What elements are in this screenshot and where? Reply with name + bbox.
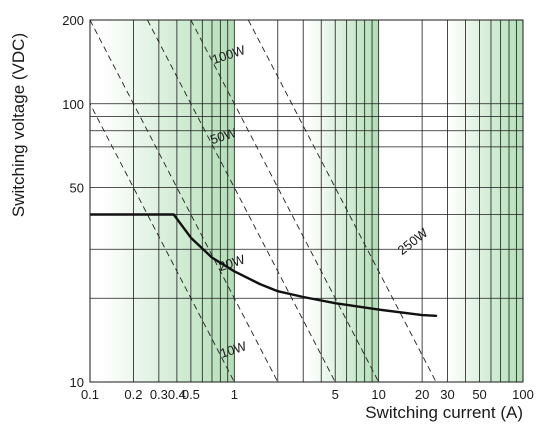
power-line-20w <box>90 20 279 382</box>
shaded-band-2 <box>447 20 523 382</box>
plot-frame <box>89 19 524 383</box>
power-line-10w <box>90 102 235 382</box>
y-tick-label: 100 <box>62 97 84 112</box>
power-line-100w <box>190 20 380 382</box>
series-line-0 <box>90 213 438 317</box>
x-tick-label: 0.2 <box>124 387 142 402</box>
x-tick-label: 50 <box>472 387 486 402</box>
x-tick-label: 0.1 <box>81 387 99 402</box>
power-line-250w <box>247 20 437 382</box>
shaded-bands <box>101 20 523 382</box>
x-tick-label: 0.4 <box>168 387 186 402</box>
x-axis-title: Switching current (A) <box>365 403 523 422</box>
y-tick-labels: 10 50 100 200 <box>62 13 84 390</box>
x-tick-label: 0.3 <box>150 387 168 402</box>
y-tick-label: 50 <box>70 181 84 196</box>
x-tick-label: 100 <box>512 387 534 402</box>
x-tick-label: 0.5 <box>182 387 200 402</box>
shaded-band-1 <box>307 20 379 382</box>
y-axis-title: Switching voltage (VDC) <box>9 33 28 217</box>
gridlines <box>90 20 523 382</box>
x-tick-label: 10 <box>371 387 385 402</box>
shaded-band-0 <box>101 20 235 382</box>
x-tick-label: 1 <box>231 387 238 402</box>
x-tick-label: 20 <box>415 387 429 402</box>
x-tick-labels: 0.1 0.2 0.3 0.40.5 1 5 10 20 30 50 100 <box>81 387 534 402</box>
y-tick-label: 200 <box>62 13 84 28</box>
power-label-250w: 250W <box>395 225 432 258</box>
limit-curve <box>90 213 438 317</box>
x-tick-label: 5 <box>332 387 339 402</box>
x-tick-label: 30 <box>440 387 454 402</box>
power-line-50w <box>147 20 336 382</box>
y-tick-label: 10 <box>70 375 84 390</box>
